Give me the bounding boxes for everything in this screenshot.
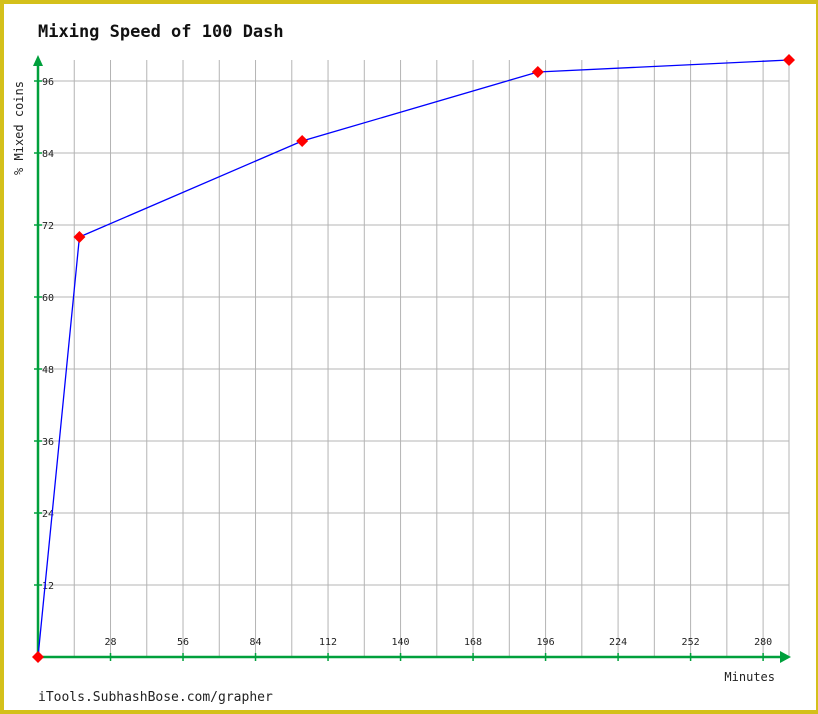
data-point	[32, 651, 44, 663]
x-axis-label: Minutes	[724, 670, 775, 684]
y-tick-label: 36	[42, 437, 54, 448]
x-tick-label: 280	[754, 637, 772, 648]
data-point	[783, 54, 795, 66]
y-tick-label: 72	[42, 221, 54, 232]
grid-lines	[38, 60, 790, 657]
data-point	[73, 231, 86, 243]
x-tick-label: 28	[104, 637, 116, 648]
y-tick-label: 12	[42, 581, 54, 592]
x-tick-label: 196	[537, 637, 555, 648]
y-axis-label: % Mixed coins	[12, 81, 26, 175]
data-point	[296, 135, 309, 147]
y-tick-label: 24	[42, 509, 54, 520]
y-axis-arrow	[33, 55, 43, 66]
data-point	[531, 66, 544, 78]
x-tick-label: 112	[319, 637, 337, 648]
tick-labels: 28 56 84 112 140 168 196 224 252 280 12 24 36 48 60 72 8…	[42, 77, 772, 648]
series-line	[37, 59, 790, 658]
footer-credit: iTools.SubhashBose.com/grapher	[38, 690, 273, 705]
y-tick-label: 84	[42, 149, 54, 160]
x-axis-arrow	[780, 651, 791, 663]
x-tick-label: 168	[464, 637, 482, 648]
axes	[33, 55, 791, 663]
x-tick-label: 84	[250, 637, 262, 648]
x-tick-label: 252	[682, 637, 700, 648]
y-tick-label: 96	[42, 77, 54, 88]
y-tick-label: 48	[42, 365, 54, 376]
x-tick-label: 56	[177, 637, 189, 648]
y-tick-label: 60	[42, 293, 54, 304]
x-tick-label: 140	[392, 637, 410, 648]
x-tick-label: 224	[609, 637, 627, 648]
chart-title: Mixing Speed of 100 Dash	[38, 22, 284, 42]
data-series	[32, 54, 795, 663]
